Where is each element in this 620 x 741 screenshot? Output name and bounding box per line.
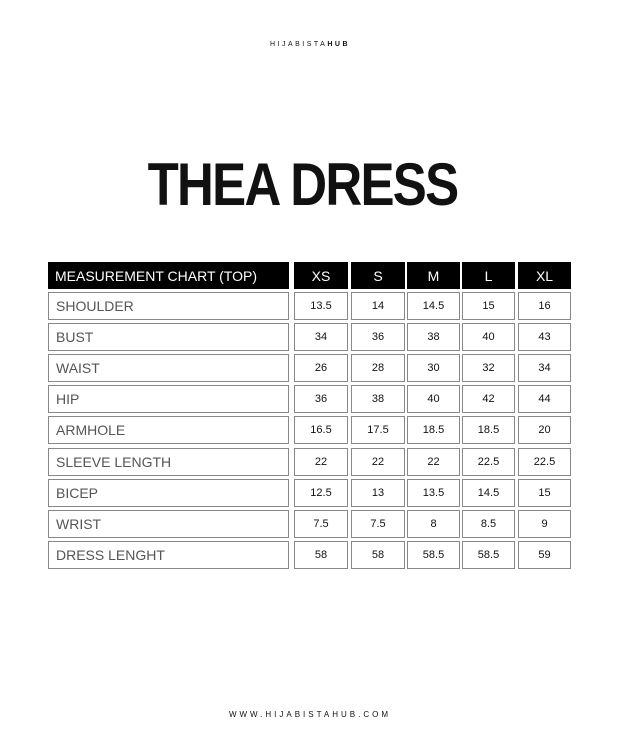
measurement-cell: 14.5 (462, 478, 515, 507)
size-header-m: M (407, 262, 460, 289)
measurement-cell: 22 (351, 447, 405, 476)
measurement-cell: 15 (518, 478, 571, 507)
measurement-cell: 38 (351, 385, 405, 414)
measurement-cell: 32 (462, 354, 515, 383)
brand-logo: HIJABISTAHUB (0, 41, 620, 48)
row-label: DRESS LENGHT (48, 540, 289, 569)
measurement-cell: 58 (294, 540, 348, 569)
row-label: SLEEVE LENGTH (48, 447, 289, 476)
measurement-cell: 26 (294, 354, 348, 383)
row-label: WAIST (48, 354, 289, 383)
measurement-cell: 15 (462, 292, 515, 320)
measurement-cell: 44 (518, 385, 571, 414)
measurement-cell: 42 (462, 385, 515, 414)
measurement-cell: 38 (407, 323, 460, 352)
measurement-cell: 36 (294, 385, 348, 414)
row-label: SHOULDER (48, 292, 289, 320)
row-label: HIP (48, 385, 289, 414)
measurement-cell: 28 (351, 354, 405, 383)
measurement-cell: 40 (462, 323, 515, 352)
size-header-l: L (462, 262, 515, 289)
measurement-cell: 22 (407, 447, 460, 476)
row-label: BICEP (48, 478, 289, 507)
measurement-cell: 43 (518, 323, 571, 352)
measurement-cell: 14.5 (407, 292, 460, 320)
measurement-cell: 18.5 (407, 416, 460, 445)
measurement-cell: 58 (351, 540, 405, 569)
size-header-xs: XS (294, 262, 348, 289)
size-header-s: S (351, 262, 405, 289)
table-header-label: MEASUREMENT CHART (TOP) (48, 262, 289, 289)
measurement-cell: 13 (351, 478, 405, 507)
row-label: ARMHOLE (48, 416, 289, 445)
measurement-cell: 22 (294, 447, 348, 476)
brand-prefix: HIJABISTA (269, 41, 328, 48)
measurement-cell: 13.5 (294, 292, 348, 320)
measurement-cell: 59 (518, 540, 571, 569)
measurement-cell: 36 (351, 323, 405, 352)
measurement-cell: 40 (407, 385, 460, 414)
row-label: BUST (48, 323, 289, 352)
measurement-cell: 34 (294, 323, 348, 352)
measurement-cell: 17.5 (351, 416, 405, 445)
measurement-cell: 58.5 (462, 540, 515, 569)
measurement-cell: 18.5 (462, 416, 515, 445)
measurement-cell: 58.5 (407, 540, 460, 569)
measurement-cell: 16.5 (294, 416, 348, 445)
measurement-cell: 14 (351, 292, 405, 320)
brand-suffix: HUB (327, 41, 351, 48)
measurement-cell: 7.5 (351, 509, 405, 538)
row-label: WRIST (48, 509, 289, 538)
measurement-cell: 20 (518, 416, 571, 445)
measurement-cell: 8.5 (462, 509, 515, 538)
measurement-cell: 7.5 (294, 509, 348, 538)
measurement-cell: 12.5 (294, 478, 348, 507)
measurement-cell: 8 (407, 509, 460, 538)
measurement-cell: 9 (518, 509, 571, 538)
website-url: WWW.HIJABISTAHUB.COM (228, 710, 392, 719)
measurement-cell: 16 (518, 292, 571, 320)
measurement-cell: 34 (518, 354, 571, 383)
measurement-cell: 30 (407, 354, 460, 383)
size-header-xl: XL (518, 262, 571, 289)
measurement-cell: 13.5 (407, 478, 460, 507)
page-title: THEA DRESS (147, 151, 460, 218)
measurement-cell: 22.5 (462, 447, 515, 476)
measurement-cell: 22.5 (518, 447, 571, 476)
